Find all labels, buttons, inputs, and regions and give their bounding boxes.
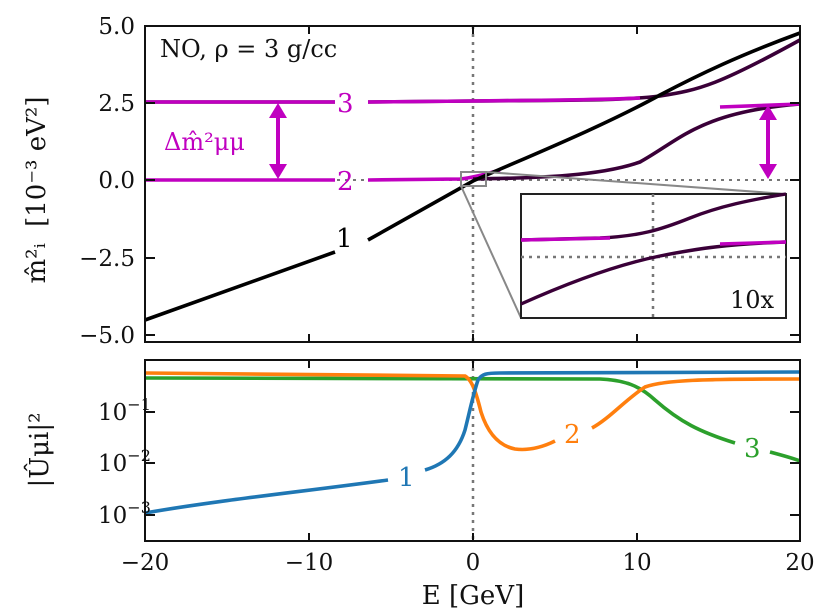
top-ytick-label: 0.0: [98, 168, 135, 194]
top-yticks: [145, 25, 800, 342]
bottom-ytick-label: 10−3: [98, 498, 151, 529]
top-ytick-label: 2.5: [98, 91, 135, 117]
bottom-curve-2: [144, 371, 801, 452]
top-ytick-label: 5.0: [98, 14, 135, 40]
zoom-line-2: [485, 171, 787, 195]
top-ylabel: m̂²ᵢ [10⁻³ eV²]: [22, 97, 52, 284]
top-ytick-label: −5.0: [79, 323, 135, 349]
top-ytick-label: −2.5: [79, 246, 135, 272]
xtick-label: −20: [121, 550, 170, 576]
dm-label: Δm̂²μμ: [164, 128, 245, 156]
bottom-panel: 1 2 3 10−1 10−2 10−3 |Ûμi|² −20 −10 0 10…: [23, 359, 815, 611]
bottom-curve-3: [144, 376, 801, 463]
top-ylabel-main: m̂²ᵢ: [22, 243, 52, 283]
curve-3-color: [145, 96, 641, 104]
svg-text:m̂²ᵢ [10⁻³ eV²]: m̂²ᵢ [10⁻³ eV²]: [22, 97, 52, 284]
xtick-label: −10: [285, 550, 334, 576]
bottom-ytick-label: 10−2: [98, 446, 151, 477]
xtick-label: 0: [466, 550, 481, 576]
bottom-curve-label-3: 3: [744, 434, 761, 464]
inset: 10x: [520, 192, 787, 319]
top-curve-label-2: 2: [337, 167, 354, 197]
curve-2-upper: [472, 102, 801, 181]
top-annotation: NO, ρ = 3 g/cc: [160, 35, 337, 63]
xlabel: E [GeV]: [422, 581, 524, 611]
zoom-line-1: [460, 185, 522, 319]
top-curve-label-3: 3: [337, 89, 354, 119]
bottom-ticks: [145, 360, 800, 541]
dm-arrow-left: [269, 103, 287, 179]
curve-2-upper-color: [719, 102, 801, 109]
top-curve-label-1: 1: [336, 224, 353, 254]
bottom-ytick-label: 10−1: [98, 395, 151, 426]
bottom-curve-1: [144, 370, 801, 515]
zoom-box: [460, 171, 487, 187]
xtick-label: 20: [785, 550, 814, 576]
top-panel: 10x 1 2 3 NO, ρ = 3 g/cc Δm̂²μμ 5.0 2.5 …: [22, 14, 801, 349]
bottom-curve-label-1: 1: [398, 463, 415, 493]
bottom-curve-label-2: 2: [564, 420, 581, 450]
top-ylabel-units: [10⁻³ eV²]: [22, 97, 52, 227]
curve-1: [144, 31, 801, 322]
inset-label: 10x: [730, 286, 775, 314]
dm-arrow-right: [759, 105, 777, 179]
xtick-label: 10: [622, 550, 651, 576]
bottom-ylabel: |Ûμi|²: [23, 412, 55, 487]
curve-2: [145, 168, 501, 182]
